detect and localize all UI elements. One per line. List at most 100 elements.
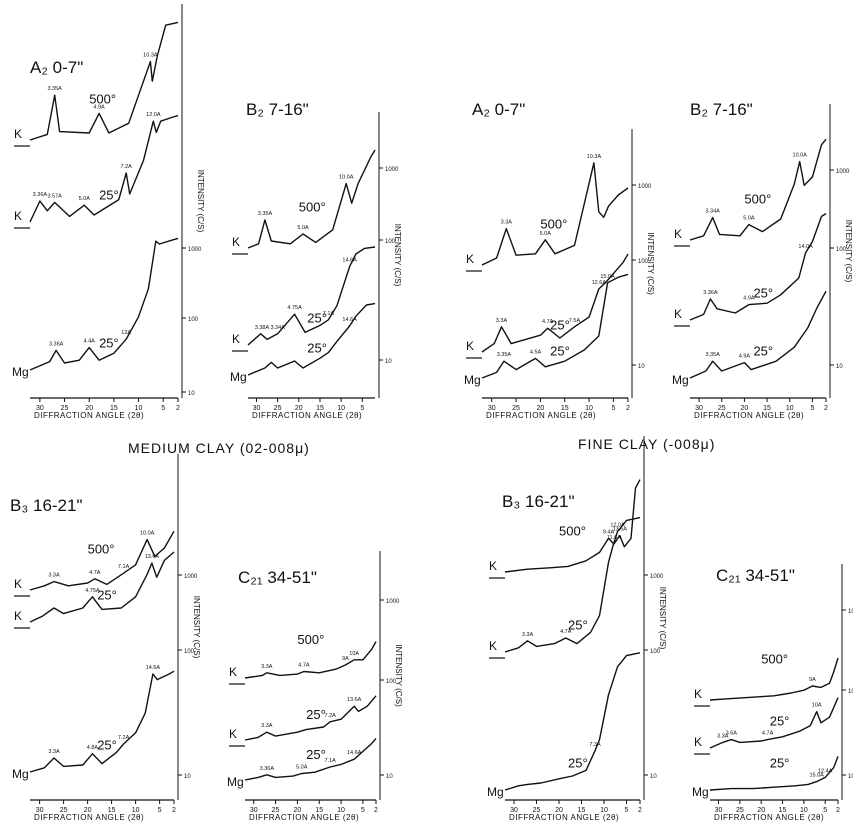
x-tick-label: 5 — [361, 807, 365, 814]
peak-label: 5.0A — [79, 196, 91, 202]
x-tick-label: 25 — [533, 807, 541, 814]
series-line-1 — [247, 149, 376, 249]
peak-label: 5.0A — [540, 231, 552, 237]
series-line-2 — [504, 516, 641, 653]
peak-label: 10.0A — [793, 153, 808, 159]
peak-label: 3.3A — [501, 220, 513, 226]
x-tick-label: 25 — [512, 405, 520, 412]
y-tick-label: 10 — [848, 774, 853, 780]
y-tick-label: 10 — [386, 774, 393, 780]
x-axis-label: DIFFRACTION ANGLE (2θ) — [252, 411, 362, 420]
peak-label: 4.9A — [743, 296, 755, 302]
series-base-label: K — [489, 639, 497, 653]
panel-8: 30 25 20 15 10 5 2 DIFFRACTION ANGLE (2θ) 1000 10… — [692, 564, 853, 822]
series-base-label: Mg — [464, 373, 481, 387]
series-line-1 — [709, 657, 839, 701]
x-tick-label: 10 — [337, 405, 345, 412]
x-tick-label: 10 — [786, 405, 794, 412]
y-tick-label: 1000 — [836, 169, 850, 175]
peak-label: 15.0A — [600, 274, 615, 280]
y-axis-label: INTENSITY (C/S) — [658, 587, 667, 650]
x-tick-label: 30 — [36, 807, 44, 814]
x-tick-label: 5 — [823, 807, 827, 814]
y-tick-label: 10 — [638, 364, 645, 370]
series-line-1 — [504, 479, 641, 573]
peak-label: 4.75A — [85, 588, 100, 594]
peak-label: 3.36A — [703, 290, 718, 296]
peak-label: 3.3A — [261, 723, 273, 729]
peak-label: 5.0A — [743, 216, 755, 222]
peak-label: 9A — [342, 656, 349, 662]
peak-label: 7.1A — [118, 564, 130, 570]
y-tick-label: 10 — [188, 391, 195, 397]
x-tick-label: 25 — [272, 807, 280, 814]
y-tick-label: 100 — [650, 649, 661, 655]
x-tick-label: 2 — [836, 807, 840, 814]
peak-label: 7.2A — [118, 735, 130, 741]
y-axis-label: INTENSITY (C/S) — [192, 596, 201, 659]
peak-label: 3.6A — [726, 731, 738, 737]
peak-label: 3.35A — [47, 86, 62, 92]
x-tick-label: 25 — [718, 405, 726, 412]
series-treatment-label: 25° — [770, 756, 790, 771]
x-tick-label: 10 — [800, 807, 808, 814]
x-axis-label: DIFFRACTION ANGLE (2θ) — [509, 813, 619, 822]
series-line-1 — [481, 162, 629, 266]
series-line-3 — [244, 737, 377, 781]
series-base-label: Mg — [227, 775, 244, 789]
peak-label: 3.34A — [270, 325, 285, 331]
x-tick-label: 2 — [638, 807, 642, 814]
peak-label: 3.3A — [717, 733, 729, 739]
x-tick-label: 20 — [537, 405, 545, 412]
peak-label: 4.5A — [530, 349, 542, 355]
series-treatment-label: 25° — [568, 756, 588, 771]
x-tick-label: 5 — [158, 807, 162, 814]
y-axis-label: INTENSITY (C/S) — [393, 224, 402, 287]
series-line-3 — [247, 302, 376, 376]
series-base-label: K — [14, 577, 22, 591]
series-treatment-label: 25° — [99, 336, 119, 351]
series-line-2 — [709, 697, 839, 749]
series-base-label: Mg — [692, 785, 709, 799]
x-tick-label: 30 — [715, 807, 723, 814]
y-axis-label: INTENSITY (C/S) — [646, 232, 655, 295]
panel-title-5: B₃ 16-21" — [10, 496, 83, 515]
series-base-label: K — [466, 339, 474, 353]
x-tick-label: 25 — [274, 405, 282, 412]
series-base-label: K — [229, 665, 237, 679]
x-tick-label: 10 — [135, 405, 143, 412]
peak-label: 7.2A — [121, 164, 133, 170]
peak-label: 9A — [809, 677, 816, 683]
y-tick-label: 10 — [184, 774, 191, 780]
panel-title-3: A₂ 0-7" — [472, 100, 526, 119]
peak-label: 3.3A — [261, 664, 273, 670]
peak-label: 14.6A — [342, 258, 357, 264]
x-axis-label: DIFFRACTION ANGLE (2θ) — [486, 411, 596, 420]
y-tick-label: 10 — [836, 364, 843, 370]
peak-label: 4.7A — [298, 663, 310, 669]
peak-label: 3.3A — [522, 632, 534, 638]
x-tick-label: 10 — [585, 405, 593, 412]
x-tick-label: 2 — [626, 405, 630, 412]
series-base-label: K — [14, 609, 22, 623]
x-tick-label: 10 — [132, 807, 140, 814]
series-treatment-label: 25° — [753, 286, 773, 301]
y-tick-label: 1000 — [184, 574, 198, 580]
series-base-label: Mg — [12, 365, 29, 379]
peak-label: 3.36A — [33, 192, 48, 198]
peak-label: 10A — [812, 703, 822, 709]
y-tick-label: 10 — [650, 774, 657, 780]
x-tick-label: 20 — [741, 405, 749, 412]
x-axis-label: DIFFRACTION ANGLE (2θ) — [249, 813, 359, 822]
peak-label: 3.57A — [47, 193, 62, 199]
series-base-label: K — [229, 727, 237, 741]
panel-title-4: B₂ 7-16" — [690, 100, 753, 119]
peak-label: 12.4A — [818, 768, 833, 774]
x-tick-label: 5 — [611, 405, 615, 412]
series-base-label: Mg — [12, 767, 29, 781]
peak-label: 14.6A — [342, 317, 357, 323]
peak-label: 12.0A — [610, 523, 625, 529]
y-tick-label: 1000 — [650, 574, 664, 580]
x-tick-label: 25 — [61, 405, 69, 412]
